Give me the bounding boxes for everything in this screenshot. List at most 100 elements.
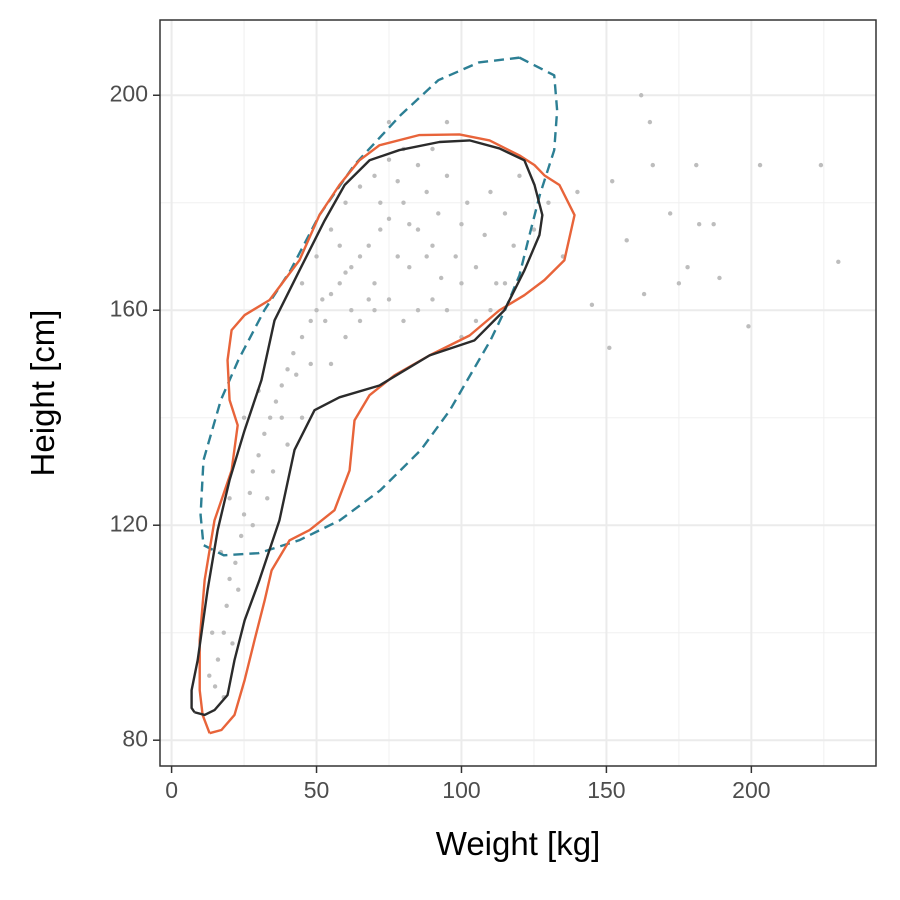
- point: [308, 318, 313, 324]
- point: [818, 162, 824, 168]
- point: [488, 308, 493, 313]
- point: [343, 270, 348, 275]
- point: [386, 216, 392, 222]
- x-tick-label: 0: [165, 777, 178, 803]
- point: [285, 442, 290, 447]
- point: [511, 243, 516, 248]
- point: [215, 657, 221, 662]
- point: [299, 334, 305, 340]
- point: [694, 162, 699, 168]
- point: [424, 189, 429, 195]
- point: [328, 361, 334, 367]
- point: [212, 684, 218, 689]
- point: [308, 361, 313, 367]
- panel-border: [159, 19, 877, 767]
- x-tick-label: 150: [587, 777, 625, 803]
- point: [624, 238, 629, 243]
- point: [273, 399, 279, 404]
- contour-line: [199, 56, 559, 557]
- y-tick-label: 160: [110, 295, 148, 321]
- point: [424, 254, 429, 259]
- point: [459, 281, 464, 286]
- point: [320, 297, 325, 302]
- point: [236, 587, 241, 592]
- point: [357, 318, 363, 324]
- plot-area: [190, 56, 841, 735]
- point: [378, 227, 383, 232]
- point: [395, 254, 400, 259]
- point: [685, 265, 690, 270]
- point: [436, 211, 441, 216]
- point: [610, 179, 615, 184]
- point: [757, 162, 763, 168]
- point: [465, 200, 470, 205]
- point: [589, 302, 595, 308]
- point: [453, 254, 458, 259]
- point: [415, 227, 421, 232]
- point: [607, 345, 612, 351]
- x-tick-label: 200: [732, 777, 770, 803]
- point: [444, 119, 450, 125]
- point: [430, 243, 435, 248]
- point: [233, 560, 238, 566]
- point: [401, 318, 406, 324]
- point: [415, 308, 421, 313]
- point: [488, 189, 493, 195]
- point: [227, 576, 232, 582]
- y-tick-label: 120: [110, 510, 148, 536]
- y-tick-label: 200: [110, 80, 148, 106]
- point: [482, 232, 487, 238]
- point: [502, 281, 508, 286]
- point: [386, 297, 392, 302]
- point: [241, 512, 247, 517]
- x-axis-title: Weight [kg]: [436, 825, 600, 862]
- point: [267, 415, 273, 420]
- point: [279, 415, 284, 420]
- point: [494, 281, 499, 286]
- point: [265, 496, 270, 501]
- point: [575, 189, 580, 195]
- point: [372, 281, 377, 286]
- point: [473, 265, 479, 270]
- panel-background: [160, 20, 876, 766]
- point: [696, 222, 702, 227]
- point: [224, 603, 229, 609]
- point: [546, 200, 551, 205]
- point: [667, 211, 673, 216]
- point: [328, 291, 334, 297]
- point: [430, 297, 435, 302]
- point: [407, 265, 412, 270]
- point: [207, 673, 212, 678]
- point: [343, 200, 348, 205]
- point: [711, 222, 716, 227]
- x-tick-label: 100: [442, 777, 480, 803]
- x-tick-label: 50: [304, 777, 330, 803]
- point: [247, 490, 253, 496]
- point: [444, 173, 450, 179]
- contour-line: [198, 133, 576, 735]
- point: [407, 222, 412, 227]
- point: [357, 184, 363, 189]
- contour-line: [190, 139, 544, 717]
- point: [270, 469, 276, 474]
- point: [531, 227, 537, 232]
- point: [444, 308, 450, 313]
- point: [647, 119, 653, 125]
- point: [328, 227, 334, 232]
- point: [227, 496, 232, 501]
- point: [459, 222, 464, 227]
- point: [473, 318, 479, 324]
- point: [401, 200, 406, 205]
- y-tick-label: 80: [122, 725, 148, 751]
- point: [650, 162, 655, 168]
- point: [349, 308, 354, 313]
- point: [262, 431, 267, 437]
- point: [395, 179, 400, 184]
- point: [314, 308, 319, 313]
- point: [349, 265, 354, 270]
- point: [430, 146, 435, 152]
- point: [386, 119, 392, 125]
- point: [250, 523, 255, 528]
- point: [717, 275, 722, 281]
- point: [230, 641, 235, 646]
